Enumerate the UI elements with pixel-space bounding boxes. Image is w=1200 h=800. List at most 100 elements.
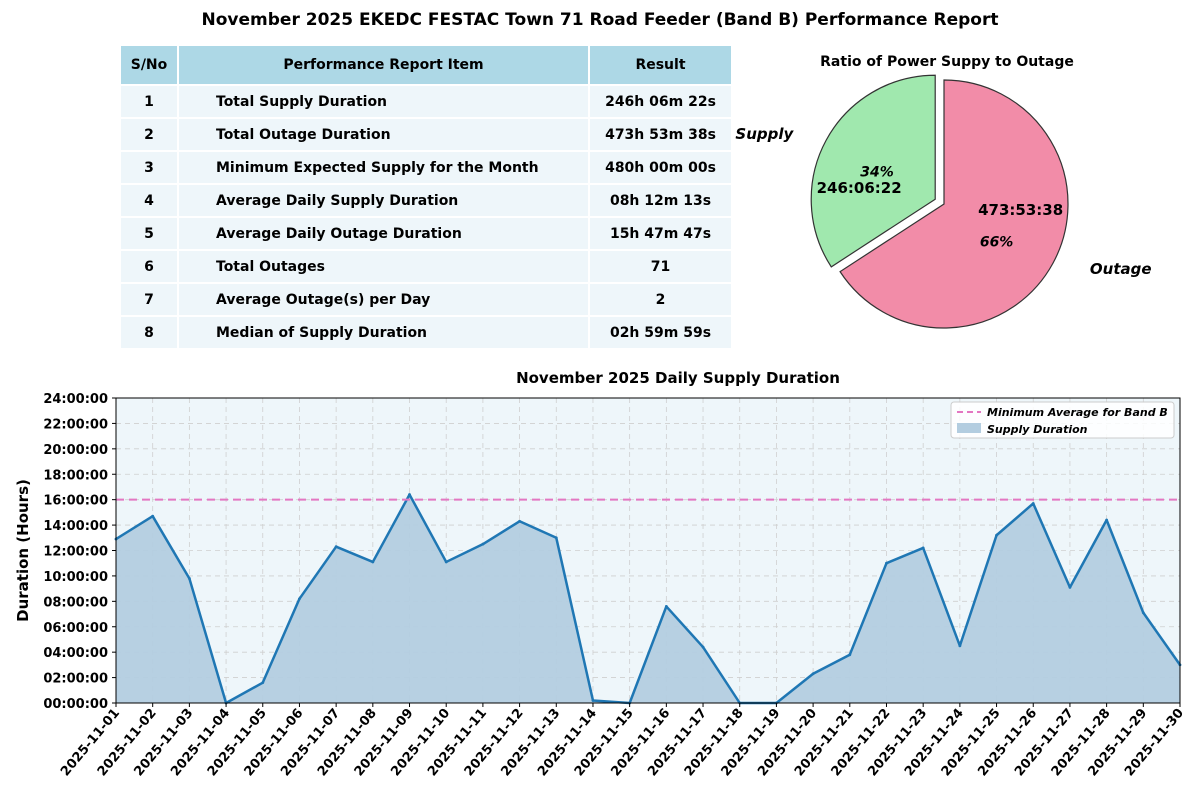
table-row: 5 Average Daily Outage Duration 15h 47m … [121,216,731,250]
x-tick-label: 2025-11-02 [95,706,160,779]
table-row: 3 Minimum Expected Supply for the Month … [121,150,731,184]
header-sno: S/No [121,46,179,85]
supply-point [775,701,778,705]
x-tick-label: 2025-11-12 [462,706,527,779]
x-tick-label: 2025-11-03 [132,706,197,779]
cell-result: 15h 47m 47s [589,216,731,250]
x-tick-label: 2025-11-01 [58,706,123,779]
x-tick-label: 2025-11-16 [608,706,673,779]
y-tick-label: 20:00:00 [43,443,108,458]
cell-item: Average Outage(s) per Day [178,282,590,316]
cell-item: Average Daily Supply Duration [178,183,590,217]
x-tick-label: 2025-11-13 [498,706,563,779]
cell-item: Total Outage Duration [178,117,590,151]
x-tick-label: 2025-11-08 [315,706,380,779]
header-item: Performance Report Item [178,46,590,85]
pie-label-outage: Outage [1090,260,1152,278]
pie-value-outage: 473:53:38 [978,201,1063,219]
y-tick-label: 16:00:00 [43,494,108,509]
pie-slice-outage [839,79,1069,329]
table-row: 7 Average Outage(s) per Day 2 [121,282,731,316]
pie-title: Ratio of Power Suppy to Outage [820,54,1074,70]
x-tick-label: 2025-11-24 [902,706,967,779]
supply-point [187,577,191,580]
x-tick-label: 2025-11-15 [572,706,637,779]
legend-swatch-supply [957,423,981,433]
plot-frame [115,397,1181,704]
cell-result: 246h 06m 22s [589,84,731,118]
table-header-row: S/No Performance Report Item Result [121,46,731,85]
y-tick-label: 08:00:00 [43,595,108,610]
x-tick-label: 2025-11-05 [205,706,270,779]
x-tick-label: 2025-11-07 [278,706,343,779]
header-result: Result [589,46,731,85]
table-row: 1 Total Supply Duration 246h 06m 22s [121,84,731,118]
supply-point [738,701,742,705]
cell-result: 480h 00m 00s [589,150,731,184]
legend-box [950,401,1175,439]
x-tick-label: 2025-11-23 [865,706,930,779]
area-chart-title: November 2025 Daily Supply Duration [516,369,840,387]
table-row: 8 Median of Supply Duration 02h 59m 59s [121,315,731,348]
y-tick-label: 00:00:00 [43,697,108,712]
x-tick-label: 2025-11-11 [425,706,490,779]
x-tick-label: 2025-11-17 [645,706,710,779]
supply-point [1141,611,1145,615]
supply-point [995,533,998,537]
x-tick-label: 2025-11-10 [388,706,453,779]
cell-sno: 3 [121,150,179,184]
legend-label-minimum: Minimum Average for Band B [987,406,1168,419]
supply-point [701,645,705,649]
cell-sno: 7 [121,282,179,316]
supply-point [444,560,448,564]
y-tick-label: 12:00:00 [43,545,108,560]
cell-sno: 1 [121,84,179,118]
table-row: 6 Total Outages 71 [121,249,731,283]
cell-item: Minimum Expected Supply for the Month [178,150,590,184]
supply-point [848,653,852,657]
y-tick-label: 14:00:00 [43,519,108,534]
supply-point [628,701,632,705]
performance-table: S/No Performance Report Item Result 1 To… [121,46,731,348]
pie-value-supply: 246:06:22 [817,179,902,197]
pie-percent-supply: 34% [860,164,894,180]
cell-result: 2 [589,282,731,316]
x-tick-label: 2025-11-27 [1012,706,1077,779]
x-tick-label: 2025-11-28 [1049,706,1114,779]
y-tick-label: 02:00:00 [43,672,108,687]
pie-slice-supply [810,74,936,268]
x-tick-label: 2025-11-14 [535,706,600,779]
cell-item: Median of Supply Duration [178,315,590,348]
supply-point [224,701,228,705]
supply-point [885,561,888,565]
cell-sno: 5 [121,216,179,250]
x-tick-label: 2025-11-06 [242,706,307,779]
legend-label-supply: Supply Duration [987,423,1088,436]
plot-area [116,398,1180,703]
x-tick-label: 2025-11-26 [975,706,1040,779]
y-tick-label: 22:00:00 [43,417,108,432]
cell-result: 08h 12m 13s [589,183,731,217]
x-tick-label: 2025-11-20 [755,706,820,779]
cell-result: 02h 59m 59s [589,315,731,348]
cell-sno: 2 [121,117,179,151]
supply-point [408,493,411,496]
supply-line [115,493,1182,705]
cell-item: Total Supply Duration [178,84,590,118]
supply-point [151,514,155,518]
cell-item: Total Outages [178,249,590,283]
supply-point [298,597,301,601]
supply-point [664,605,668,608]
y-tick-label: 10:00:00 [43,570,108,585]
supply-point [811,672,815,676]
cell-sno: 8 [121,315,179,348]
x-tick-label: 2025-11-25 [939,706,1004,779]
supply-point [261,681,265,685]
x-tick-label: 2025-11-30 [1122,706,1187,779]
cell-item: Average Daily Outage Duration [178,216,590,250]
supply-point [591,699,595,702]
supply-point [1031,502,1035,505]
table-row: 2 Total Outage Duration 473h 53m 38s [121,117,731,151]
y-tick-label: 18:00:00 [43,468,108,483]
cell-sno: 4 [121,183,179,217]
